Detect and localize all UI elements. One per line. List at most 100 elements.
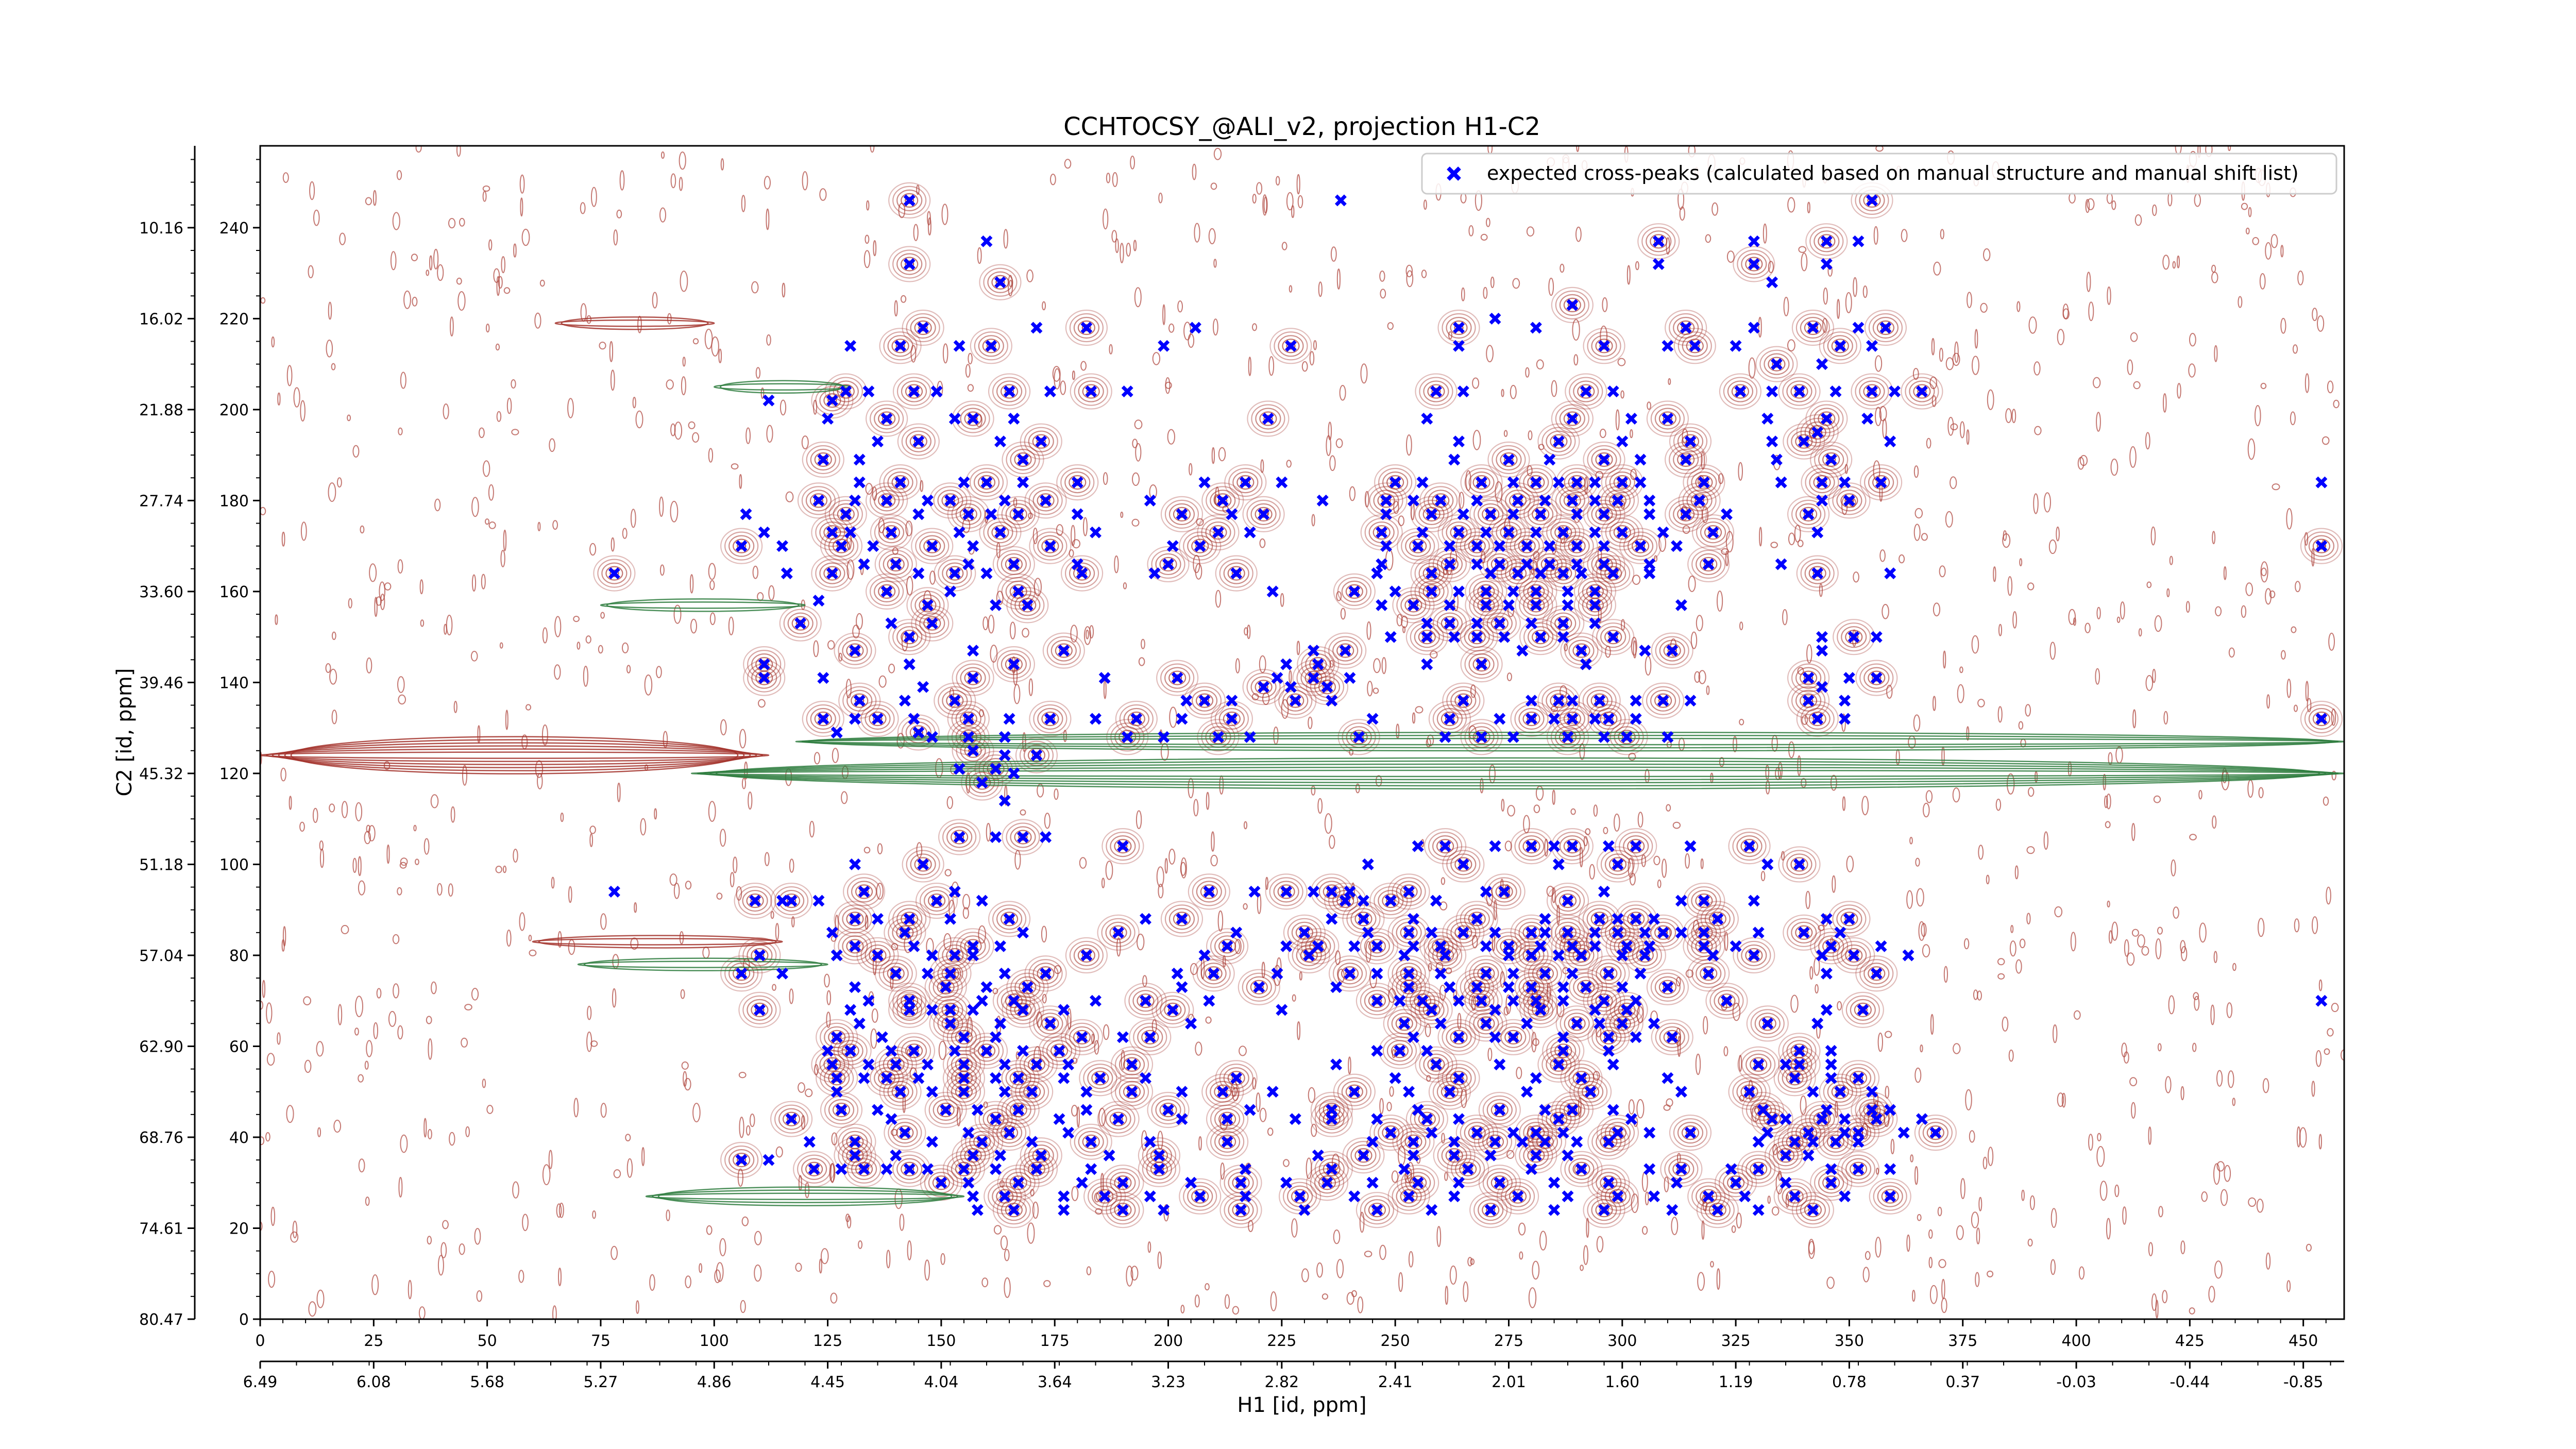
- noise-contour: [2122, 1206, 2127, 1225]
- noise-contour: [1457, 1013, 1462, 1030]
- noise-contour: [824, 973, 830, 988]
- noise-contour: [770, 911, 774, 919]
- peak-contour: [1687, 955, 1730, 992]
- noise-contour: [1767, 1195, 1771, 1204]
- noise-contour: [1861, 796, 1869, 816]
- cross-peak-marker: [1326, 913, 1338, 925]
- cross-peak-marker: [1548, 713, 1561, 725]
- cross-peak-marker: [1557, 995, 1569, 1007]
- noise-contour: [2057, 329, 2065, 345]
- noise-contour: [692, 338, 699, 345]
- peak-contour: [879, 328, 922, 364]
- noise-contour: [741, 195, 746, 212]
- noise-contour: [1875, 146, 1884, 152]
- noise-contour: [528, 935, 532, 941]
- noise-contour: [1072, 370, 1075, 380]
- noise-contour: [2280, 317, 2286, 334]
- noise-contour: [2116, 616, 2121, 624]
- noise-contour: [2096, 412, 2101, 432]
- cross-peak-marker: [1062, 1126, 1075, 1139]
- cross-peak-marker: [844, 340, 857, 352]
- noise-contour: [2002, 533, 2011, 548]
- noise-contour: [622, 528, 628, 539]
- peak-contour: [1156, 660, 1199, 696]
- cross-peak-marker: [1902, 949, 1914, 962]
- cross-peak-marker: [1562, 1149, 1574, 1161]
- noise-contour: [905, 520, 913, 536]
- noise-contour: [1787, 339, 1795, 352]
- legend: expected cross-peaks (calculated based o…: [1421, 153, 2337, 195]
- noise-contour: [929, 570, 936, 585]
- x-ppm-tick-label: 1.60: [1605, 1373, 1639, 1391]
- noise-contour: [397, 887, 402, 896]
- noise-contour: [1925, 790, 1933, 803]
- peak-contour: [1337, 719, 1380, 755]
- noise-contour: [1123, 582, 1127, 589]
- noise-contour: [1220, 1162, 1225, 1180]
- cross-peak-marker: [1752, 1136, 1765, 1148]
- noise-contour: [1060, 380, 1066, 395]
- noise-contour: [1762, 223, 1767, 244]
- noise-contour: [1028, 678, 1033, 696]
- noise-contour: [2129, 1077, 2138, 1087]
- noise-contour: [486, 1105, 494, 1114]
- noise-contour: [2227, 1070, 2234, 1088]
- peak-contour: [1020, 423, 1062, 460]
- cross-peak-marker: [903, 658, 916, 670]
- noise-contour: [1771, 1206, 1780, 1216]
- noise-contour: [1248, 1220, 1253, 1233]
- noise-contour: [554, 664, 561, 680]
- noise-contour: [2163, 711, 2168, 725]
- noise-contour: [1615, 409, 1620, 431]
- noise-contour: [325, 663, 331, 673]
- noise-contour: [2215, 606, 2222, 617]
- cross-peak-marker: [1526, 695, 1537, 707]
- noise-contour: [827, 640, 835, 650]
- noise-contour: [708, 563, 716, 580]
- cross-peak-marker: [1421, 413, 1433, 425]
- noise-contour: [1906, 890, 1913, 909]
- cross-peak-marker: [1861, 413, 1874, 425]
- noise-contour: [1026, 269, 1033, 282]
- cross-peak-marker: [980, 981, 993, 993]
- peak-contour: [1460, 646, 1503, 683]
- peak-contour: [1192, 955, 1235, 992]
- noise-contour: [1301, 361, 1308, 372]
- noise-contour: [496, 276, 500, 296]
- noise-contour: [635, 410, 643, 429]
- cross-peak-marker: [1189, 322, 1201, 334]
- noise-contour: [1089, 625, 1094, 638]
- noise-contour: [1978, 1197, 1982, 1211]
- peak-contour: [1810, 928, 1853, 965]
- cross-peak-marker: [1671, 540, 1683, 552]
- noise-contour: [1346, 1292, 1354, 1305]
- noise-contour: [482, 460, 490, 477]
- noise-contour: [644, 674, 653, 696]
- noise-contour: [331, 710, 337, 724]
- noise-contour: [1501, 799, 1505, 812]
- noise-contour: [2315, 1050, 2322, 1067]
- noise-contour: [428, 1038, 433, 1060]
- noise-contour: [1267, 1127, 1274, 1136]
- noise-contour: [1189, 463, 1193, 476]
- noise-contour: [690, 618, 697, 634]
- noise-contour: [2256, 1199, 2264, 1213]
- noise-contour: [2093, 377, 2101, 389]
- noise-contour: [1071, 525, 1076, 547]
- noise-contour: [526, 704, 531, 711]
- noise-contour: [1959, 666, 1963, 673]
- cross-peak-marker: [1376, 558, 1388, 570]
- noise-contour: [465, 1126, 470, 1137]
- noise-contour: [2099, 1181, 2108, 1201]
- noise-contour: [2002, 1016, 2009, 1032]
- cross-peak-marker: [1634, 476, 1647, 488]
- noise-contour: [600, 1103, 607, 1118]
- y-tick-label: 80: [229, 947, 249, 965]
- cross-peak-marker: [1171, 967, 1183, 980]
- noise-contour: [1044, 813, 1051, 829]
- cross-peak-marker: [1721, 508, 1733, 520]
- x-tick-label: 25: [364, 1332, 383, 1350]
- x-ppm-tick-label: 6.49: [243, 1373, 278, 1391]
- noise-contour: [968, 352, 973, 365]
- noise-contour: [652, 292, 658, 309]
